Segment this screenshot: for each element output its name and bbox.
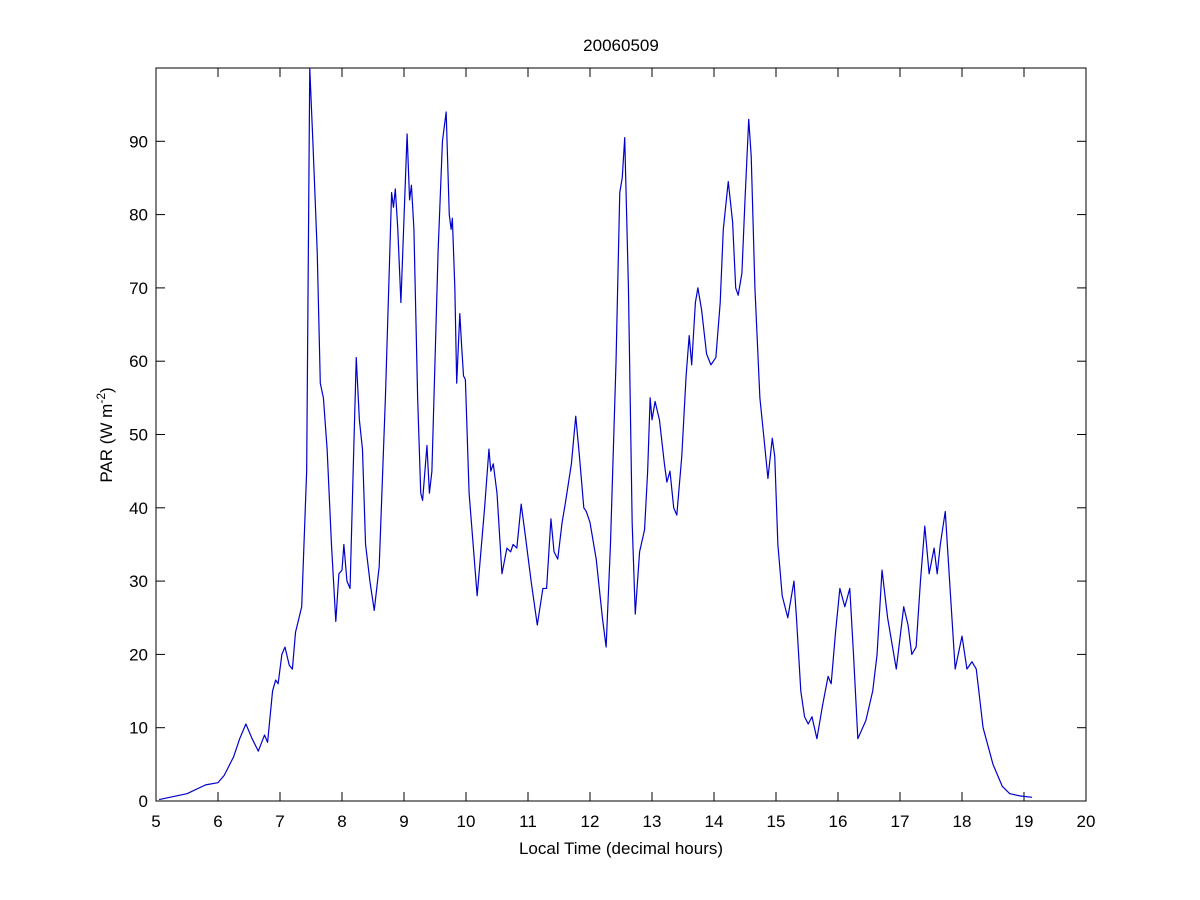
y-tick-label: 20 bbox=[129, 645, 148, 664]
y-tick-label: 70 bbox=[129, 279, 148, 298]
x-tick-label: 9 bbox=[399, 812, 408, 831]
x-tick-label: 11 bbox=[519, 812, 537, 831]
x-tick-label: 13 bbox=[643, 812, 662, 831]
y-axis-label: PAR (W m-2) bbox=[94, 387, 116, 482]
y-tick-label: 50 bbox=[129, 426, 148, 445]
y-tick-label: 40 bbox=[129, 499, 148, 518]
x-tick-label: 10 bbox=[457, 812, 476, 831]
x-tick-label: 16 bbox=[829, 812, 848, 831]
x-tick-label: 20 bbox=[1077, 812, 1096, 831]
x-tick-label: 12 bbox=[581, 812, 600, 831]
y-axis-label-end: ) bbox=[97, 387, 116, 393]
data-line bbox=[158, 67, 1033, 801]
y-axis-label-exponent: -2 bbox=[94, 393, 108, 404]
x-axis-label: Local Time (decimal hours) bbox=[519, 839, 723, 858]
x-tick-label: 19 bbox=[1015, 812, 1034, 831]
x-tick-label: 8 bbox=[337, 812, 346, 831]
x-tick-label: 15 bbox=[767, 812, 786, 831]
plot-frame bbox=[155, 67, 1087, 802]
y-tick-label: 0 bbox=[139, 792, 148, 811]
y-tick-label: 30 bbox=[129, 572, 148, 591]
x-tick-label: 6 bbox=[213, 812, 222, 831]
y-tick-label: 90 bbox=[129, 132, 148, 151]
x-tick-label: 7 bbox=[275, 812, 284, 831]
y-tick-label: 80 bbox=[129, 206, 148, 225]
chart-title: 20060509 bbox=[583, 36, 659, 55]
y-tick-label: 60 bbox=[129, 352, 148, 371]
x-tick-label: 14 bbox=[705, 812, 724, 831]
x-tick-label: 18 bbox=[953, 812, 972, 831]
y-axis-label-text: PAR (W m bbox=[97, 404, 116, 483]
x-tick-label: 5 bbox=[151, 812, 160, 831]
y-tick-label: 10 bbox=[129, 719, 148, 738]
x-tick-label: 17 bbox=[891, 812, 910, 831]
